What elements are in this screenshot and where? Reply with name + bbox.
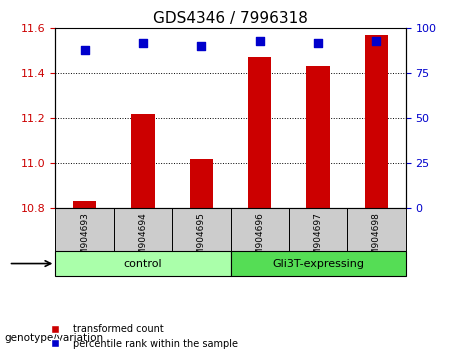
Bar xyxy=(131,114,154,208)
FancyBboxPatch shape xyxy=(230,251,406,276)
Bar xyxy=(248,57,272,208)
Text: GSM904697: GSM904697 xyxy=(313,212,323,267)
FancyBboxPatch shape xyxy=(230,208,289,251)
Text: GSM904694: GSM904694 xyxy=(138,212,148,267)
Text: GSM904698: GSM904698 xyxy=(372,212,381,267)
Point xyxy=(139,40,147,46)
Legend: transformed count, percentile rank within the sample: transformed count, percentile rank withi… xyxy=(42,320,242,353)
FancyBboxPatch shape xyxy=(55,251,230,276)
Text: genotype/variation: genotype/variation xyxy=(5,333,104,343)
Point xyxy=(373,38,380,44)
Bar xyxy=(189,159,213,208)
Bar xyxy=(307,67,330,208)
Point xyxy=(81,47,88,53)
Point xyxy=(256,38,263,44)
FancyBboxPatch shape xyxy=(55,208,114,251)
Text: GSM904693: GSM904693 xyxy=(80,212,89,267)
FancyBboxPatch shape xyxy=(347,208,406,251)
FancyBboxPatch shape xyxy=(114,208,172,251)
Text: control: control xyxy=(124,258,162,269)
Text: GSM904695: GSM904695 xyxy=(197,212,206,267)
Point xyxy=(198,44,205,49)
FancyBboxPatch shape xyxy=(289,208,347,251)
Text: GSM904696: GSM904696 xyxy=(255,212,264,267)
Bar xyxy=(365,35,388,208)
Title: GDS4346 / 7996318: GDS4346 / 7996318 xyxy=(153,11,308,26)
Point xyxy=(314,40,322,46)
Bar xyxy=(73,201,96,208)
FancyBboxPatch shape xyxy=(172,208,230,251)
Text: Gli3T-expressing: Gli3T-expressing xyxy=(272,258,364,269)
